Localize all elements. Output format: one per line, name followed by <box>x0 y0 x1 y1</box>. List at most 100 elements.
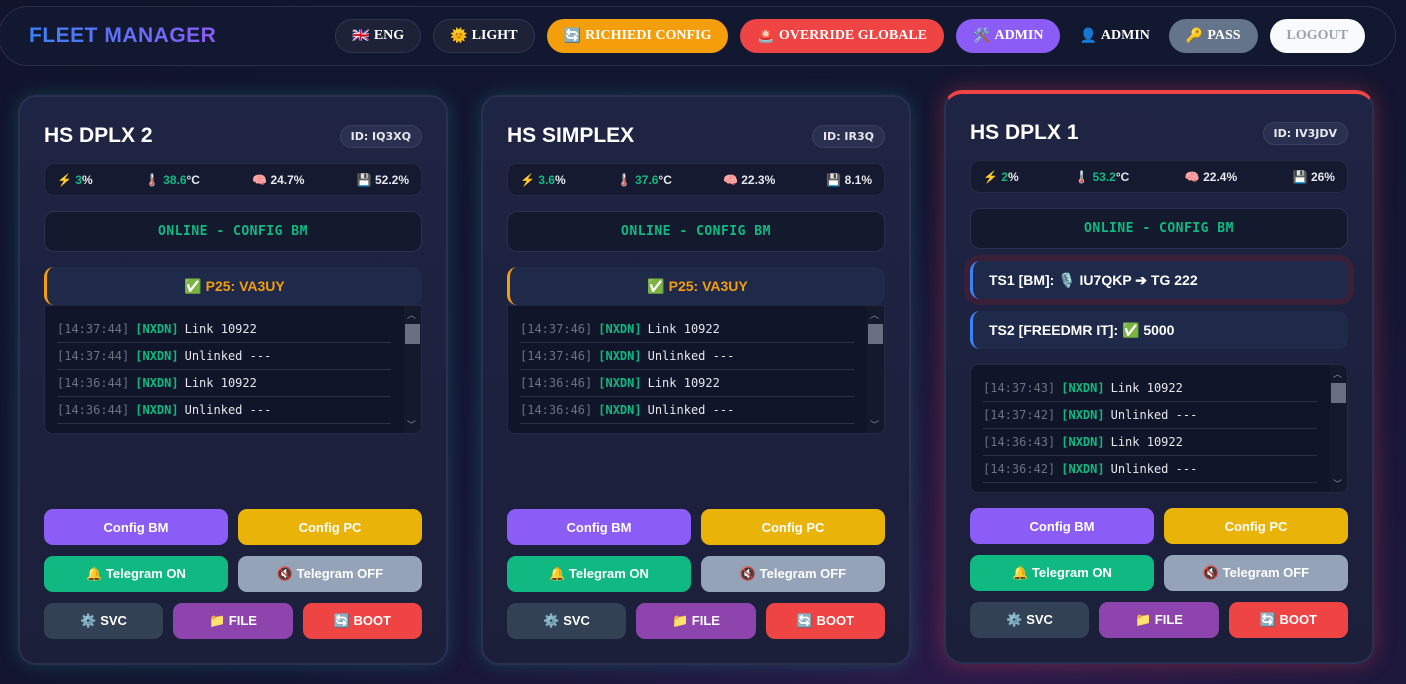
card-actions: Config BM Config PC 🔔 Telegram ON 🔇 Telegra… <box>507 509 885 639</box>
logout-button[interactable]: LOGOUT <box>1269 19 1365 53</box>
user-label: ADMIN <box>1100 28 1150 43</box>
lang-button[interactable]: 🇬🇧 ENG <box>335 19 422 53</box>
ram-icon: 🧠 <box>252 172 268 187</box>
config-bm-button[interactable]: Config BM <box>970 508 1154 544</box>
log-row: [14:37:43] [NXDN] Link 10922 <box>983 375 1317 402</box>
disk-icon: 💾 <box>1292 169 1308 184</box>
password-label: PASS <box>1207 28 1241 43</box>
user-button[interactable]: 👤 ADMIN <box>1072 19 1156 53</box>
stat-temp: 🌡️ 53.2°C <box>1074 170 1129 184</box>
log-tag: [NXDN] <box>135 322 179 336</box>
scroll-thumb[interactable] <box>405 324 420 344</box>
log-ts: [14:37:46] <box>520 322 593 336</box>
scroll-down-icon[interactable]: ﹀ <box>407 421 417 431</box>
theme-button[interactable]: 🌞 LIGHT <box>433 19 535 53</box>
device-name: HS DPLX 1 <box>970 121 1079 144</box>
stat-cpu-value: 3.6 <box>538 172 555 187</box>
log-msg: Unlinked --- <box>184 349 272 363</box>
lang-label: ENG <box>373 28 405 43</box>
request-config-button[interactable]: 🔄 RICHIEDI CONFIG <box>546 19 729 53</box>
stats-bar: ⚡ 3.6% 🌡️ 37.6°C 🧠 22.3% 💾 8.1% <box>507 163 885 196</box>
log-tag: [NXDN] <box>598 403 642 417</box>
stat-temp-value: 53.2 <box>1092 169 1116 184</box>
stat-ram: 🧠 24.7% <box>252 173 304 187</box>
disk-icon: 💾 <box>356 172 372 187</box>
stat-ram-value: 22.3% <box>741 172 776 187</box>
theme-icon: 🌞 <box>450 28 468 44</box>
device-card: HS DPLX 2 ID: IQ3XQ ⚡ 3% 🌡️ 38.6°C 🧠 24.7% 💾 … <box>18 95 448 665</box>
temp-icon: 🌡️ <box>1074 169 1090 184</box>
telegram-on-button[interactable]: 🔔 Telegram ON <box>44 556 228 592</box>
scroll-up-icon[interactable]: ︿ <box>407 311 417 321</box>
stat-cpu-value: 3 <box>75 172 82 187</box>
log-msg: Unlinked --- <box>184 403 272 417</box>
boot-button[interactable]: 🔄 BOOT <box>302 603 422 639</box>
stat-ram-value: 24.7% <box>270 172 305 187</box>
telegram-off-button[interactable]: 🔇 Telegram OFF <box>1164 555 1348 591</box>
stat-ram-value: 22.4% <box>1203 169 1238 184</box>
file-button[interactable]: 📁 FILE <box>636 603 756 639</box>
password-button[interactable]: 🔑 PASS <box>1168 19 1258 53</box>
file-button[interactable]: 📁 FILE <box>173 603 293 639</box>
log-tag: [NXDN] <box>598 349 642 363</box>
scroll-up-icon[interactable]: ︿ <box>870 311 880 321</box>
log-scrollbar[interactable]: ︿ ﹀ <box>1330 365 1347 492</box>
scroll-down-icon[interactable]: ﹀ <box>1333 480 1343 490</box>
lang-icon: 🇬🇧 <box>352 28 370 44</box>
action-row: ⚙️ SVC 📁 FILE 🔄 BOOT <box>44 603 422 639</box>
action-row: 🔔 Telegram ON 🔇 Telegram OFF <box>970 555 1348 591</box>
request-config-icon: 🔄 <box>563 28 581 44</box>
scroll-thumb[interactable] <box>868 324 883 344</box>
log-ts: [14:36:46] <box>520 376 593 390</box>
scroll-down-icon[interactable]: ﹀ <box>870 421 880 431</box>
telegram-on-button[interactable]: 🔔 Telegram ON <box>970 555 1154 591</box>
file-button[interactable]: 📁 FILE <box>1099 602 1219 638</box>
log-scrollbar[interactable]: ︿ ﹀ <box>867 306 884 433</box>
action-row: Config BM Config PC <box>970 508 1348 544</box>
device-id-badge: ID: IV3JDV <box>1262 121 1348 145</box>
config-bm-button[interactable]: Config BM <box>507 509 691 545</box>
config-pc-button[interactable]: Config PC <box>1164 508 1348 544</box>
stat-temp-value: 38.6 <box>163 172 187 187</box>
card-header: HS DPLX 1 ID: IV3JDV <box>970 118 1348 148</box>
log-msg: Unlinked --- <box>647 349 735 363</box>
telegram-on-button[interactable]: 🔔 Telegram ON <box>507 556 691 592</box>
request-config-label: RICHIEDI CONFIG <box>584 28 712 43</box>
log-ts: [14:36:42] <box>983 462 1056 476</box>
global-override-icon: 🚨 <box>757 28 775 44</box>
log-msg: Link 10922 <box>647 376 720 390</box>
telegram-off-button[interactable]: 🔇 Telegram OFF <box>701 556 885 592</box>
config-pc-button[interactable]: Config PC <box>701 509 885 545</box>
status-banner: ONLINE - CONFIG BM <box>44 211 422 252</box>
log-msg: Unlinked --- <box>1110 408 1198 422</box>
svc-button[interactable]: ⚙️ SVC <box>970 602 1090 638</box>
log-row: [14:37:46] [NXDN] Link 10922 <box>520 316 854 343</box>
device-card: HS SIMPLEX ID: IR3Q ⚡ 3.6% 🌡️ 37.6°C 🧠 22.3%… <box>481 95 911 665</box>
global-override-label: OVERRIDE GLOBALE <box>778 28 928 43</box>
scroll-up-icon[interactable]: ︿ <box>1333 370 1343 380</box>
theme-label: LIGHT <box>471 28 518 43</box>
stat-disk-value: 8.1% <box>844 172 872 187</box>
disk-icon: 💾 <box>826 172 842 187</box>
timeslot-2: TS2 [FREEDMR IT]: ✅ 5000 <box>970 311 1348 349</box>
config-bm-button[interactable]: Config BM <box>44 509 228 545</box>
log-tag: [NXDN] <box>598 322 642 336</box>
log-row: [14:36:43] [NXDN] Link 10922 <box>983 429 1317 456</box>
global-override-button[interactable]: 🚨 OVERRIDE GLOBALE <box>740 19 945 53</box>
boot-button[interactable]: 🔄 BOOT <box>765 603 885 639</box>
svc-button[interactable]: ⚙️ SVC <box>507 603 627 639</box>
stat-temp: 🌡️ 38.6°C <box>145 173 200 187</box>
unit: % <box>1007 169 1019 184</box>
telegram-off-button[interactable]: 🔇 Telegram OFF <box>238 556 422 592</box>
admin-button[interactable]: 🛠️ ADMIN <box>956 19 1061 53</box>
boot-button[interactable]: 🔄 BOOT <box>1228 602 1348 638</box>
log-msg: Link 10922 <box>1110 381 1183 395</box>
svc-button[interactable]: ⚙️ SVC <box>44 603 164 639</box>
timeslot-1: TS1 [BM]: 🎙️ IU7QKP ➔ TG 222 <box>970 261 1348 299</box>
scroll-thumb[interactable] <box>1331 383 1346 403</box>
card-header: HS DPLX 2 ID: IQ3XQ <box>44 121 422 151</box>
config-pc-button[interactable]: Config PC <box>238 509 422 545</box>
log-scrollbar[interactable]: ︿ ﹀ <box>404 306 421 433</box>
log-msg: Link 10922 <box>184 322 257 336</box>
brand-title: FLEET MANAGER <box>29 24 217 47</box>
